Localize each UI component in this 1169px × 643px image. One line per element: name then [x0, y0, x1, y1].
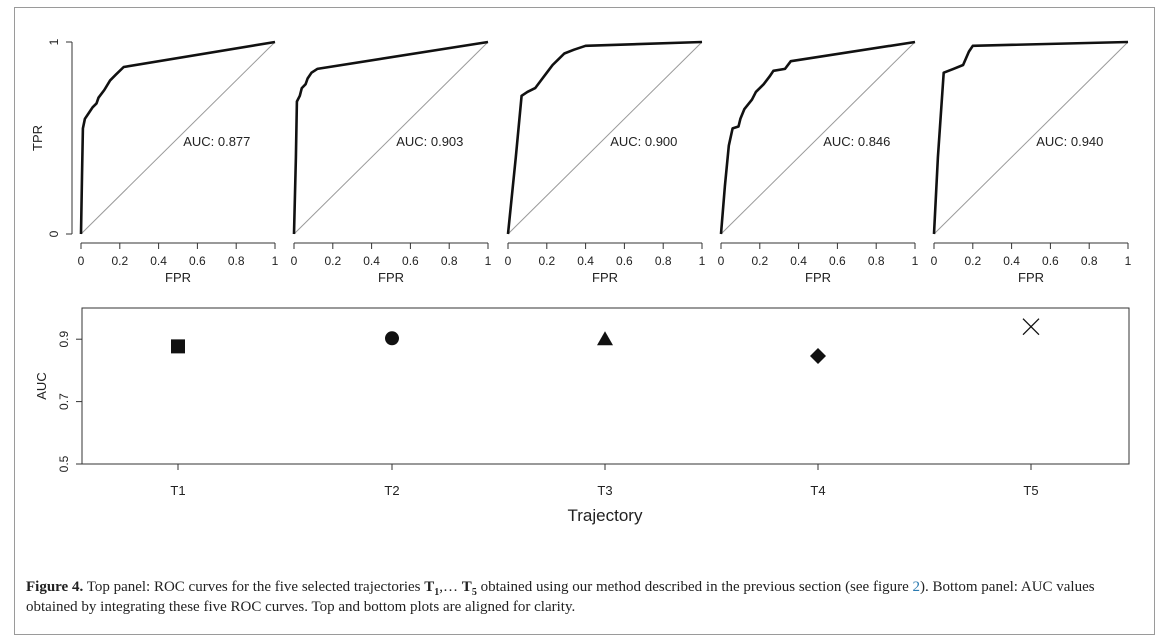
auc-marker-t2	[385, 331, 399, 346]
x-tick-label: T3	[597, 483, 612, 498]
x-axis-label: Trajectory	[568, 506, 643, 525]
auc-annotation: AUC: 0.940	[1036, 134, 1103, 149]
x-tick-label: T2	[384, 483, 399, 498]
x-tick-label: 0.8	[1081, 254, 1098, 268]
x-tick-label: 0.6	[829, 254, 846, 268]
roc-panel-3: 0 0.2 0.4 0.6 0.8 1 FPR AUC: 0.900	[505, 40, 706, 285]
x-tick-label: 1	[485, 254, 492, 268]
x-tick-label: 1	[1125, 254, 1132, 268]
x-tick-label: 0.2	[111, 254, 128, 268]
x-tick-label: 0	[291, 254, 298, 268]
plot-box	[81, 307, 1130, 465]
x-tick-label: 0.2	[964, 254, 981, 268]
caption-text-2: ,…	[439, 579, 462, 595]
x-tick-label: 0.4	[577, 254, 594, 268]
caption-math-t5: T5	[461, 579, 477, 598]
diagonal-reference	[720, 41, 916, 235]
x-axis-label: FPR	[1018, 270, 1044, 285]
x-tick-label: 0	[505, 254, 512, 268]
x-tick-label: 0.8	[868, 254, 885, 268]
y-tick-label: 1	[47, 38, 61, 45]
x-tick-label: T5	[1023, 483, 1038, 498]
auc-panel: 0.5 0.7 0.9 AUC T1 T2 T3 T4 T5 Trajectory	[34, 307, 1130, 525]
figure-ref-link[interactable]: 2	[912, 579, 921, 595]
roc-curve	[506, 40, 703, 235]
x-tick-label: 1	[699, 254, 706, 268]
roc-curve	[932, 40, 1129, 235]
x-tick-label: 0	[78, 254, 85, 268]
auc-annotation: AUC: 0.846	[823, 134, 890, 149]
auc-marker-t4	[810, 348, 826, 365]
diagonal-reference	[933, 41, 1129, 235]
diagonal-reference	[293, 41, 489, 235]
roc-curve	[292, 40, 489, 235]
auc-annotation: AUC: 0.900	[610, 134, 677, 149]
roc-curve	[79, 40, 276, 235]
x-tick-label: 0.4	[790, 254, 807, 268]
roc-panel-4: 0 0.2 0.4 0.6 0.8 1 FPR AUC: 0.846	[718, 40, 919, 285]
diagonal-reference	[507, 41, 703, 235]
auc-annotation: AUC: 0.903	[396, 134, 463, 149]
caption-math-t1: T1	[424, 579, 440, 598]
x-tick-label: 0	[718, 254, 725, 268]
y-tick-label: 0.5	[57, 455, 71, 472]
y-tick-label: 0	[47, 230, 61, 237]
x-axis-label: FPR	[805, 270, 831, 285]
roc-panel-1: 0 0.2 0.4 0.6 0.8 1 FPR 0 1 TPR AUC: 0.877	[30, 38, 279, 285]
x-tick-label: 0.2	[324, 254, 341, 268]
auc-annotation: AUC: 0.877	[183, 134, 250, 149]
x-tick-label: T1	[170, 483, 185, 498]
x-tick-label: 0.8	[441, 254, 458, 268]
figure-frame	[14, 7, 1155, 635]
x-tick-label: 1	[272, 254, 279, 268]
x-tick-label: T4	[810, 483, 825, 498]
caption-label: Figure 4.	[26, 579, 84, 595]
roc-curve	[719, 40, 916, 235]
y-axis-label: TPR	[30, 125, 45, 151]
x-tick-label: 0.4	[363, 254, 380, 268]
y-axis-label: AUC	[34, 372, 49, 399]
x-tick-label: 0.4	[150, 254, 167, 268]
x-tick-label: 0.4	[1003, 254, 1020, 268]
roc-panel-5: 0 0.2 0.4 0.6 0.8 1 FPR AUC: 0.940	[931, 40, 1132, 285]
auc-marker-t1	[171, 339, 185, 354]
y-tick-label: 0.7	[57, 393, 71, 410]
x-axis-label: FPR	[165, 270, 191, 285]
x-tick-label: 0.6	[1042, 254, 1059, 268]
figure-caption: Figure 4. Top panel: ROC curves for the …	[26, 577, 1144, 617]
x-axis-label: FPR	[592, 270, 618, 285]
x-axis-label: FPR	[378, 270, 404, 285]
auc-marker-t3	[597, 331, 613, 346]
x-tick-label: 0.6	[189, 254, 206, 268]
x-tick-label: 0.8	[655, 254, 672, 268]
x-tick-label: 1	[912, 254, 919, 268]
x-tick-label: 0	[931, 254, 938, 268]
x-tick-label: 0.2	[538, 254, 555, 268]
roc-panel-2: 0 0.2 0.4 0.6 0.8 1 FPR AUC: 0.903	[291, 40, 492, 285]
diagonal-reference	[80, 41, 276, 235]
x-tick-label: 0.8	[228, 254, 245, 268]
x-tick-label: 0.6	[616, 254, 633, 268]
caption-text-3: obtained using our method described in t…	[476, 579, 913, 595]
x-tick-label: 0.2	[751, 254, 768, 268]
caption-text-1: Top panel: ROC curves for the five selec…	[83, 579, 425, 595]
auc-marker-t5	[1022, 318, 1040, 336]
x-tick-label: 0.6	[402, 254, 419, 268]
caption-text-4: ). Bottom panel: AUC values obtained by …	[26, 579, 1095, 615]
y-tick-label: 0.9	[57, 331, 71, 348]
